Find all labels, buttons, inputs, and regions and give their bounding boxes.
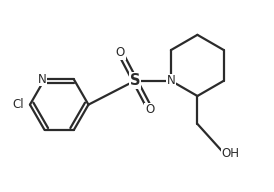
Text: N: N: [167, 74, 175, 87]
Text: O: O: [145, 103, 154, 117]
Text: N: N: [38, 73, 46, 86]
Text: S: S: [130, 73, 140, 88]
Text: OH: OH: [222, 147, 240, 160]
Text: O: O: [116, 46, 125, 59]
Text: Cl: Cl: [12, 98, 24, 111]
